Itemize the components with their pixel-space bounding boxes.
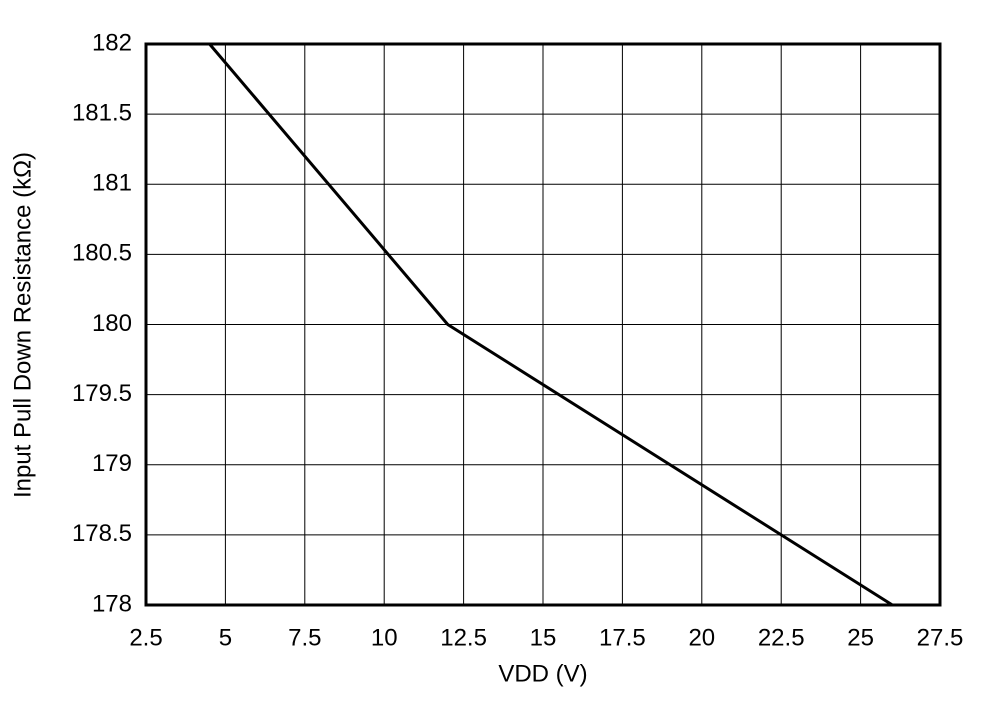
y-axis-label: Input Pull Down Resistance (kΩ) [9,152,36,498]
x-tick-label: 15 [530,624,557,651]
x-tick-label: 10 [371,624,398,651]
x-tick-label: 12.5 [440,624,487,651]
y-tick-label: 181.5 [72,99,132,126]
y-tick-label: 180.5 [72,240,132,267]
plot-frame [144,42,942,607]
x-tick-label: 17.5 [599,624,646,651]
y-tick-label: 182 [92,29,132,56]
x-tick-label: 27.5 [917,624,964,651]
y-tick-label: 180 [92,310,132,337]
x-tick-label: 20 [688,624,715,651]
data-line [208,43,894,607]
y-tick-label: 181 [92,170,132,197]
x-tick-label: 25 [847,624,874,651]
y-tick-label: 178.5 [72,520,132,547]
x-tick-label: 2.5 [129,624,162,651]
x-axis-label: VDD (V) [498,660,587,687]
y-tick-label: 179 [92,450,132,477]
x-tick-label: 22.5 [758,624,805,651]
y-tick-label: 178 [92,590,132,617]
y-tick-label: 179.5 [72,380,132,407]
x-tick-label: 7.5 [288,624,321,651]
x-tick-label: 5 [219,624,232,651]
